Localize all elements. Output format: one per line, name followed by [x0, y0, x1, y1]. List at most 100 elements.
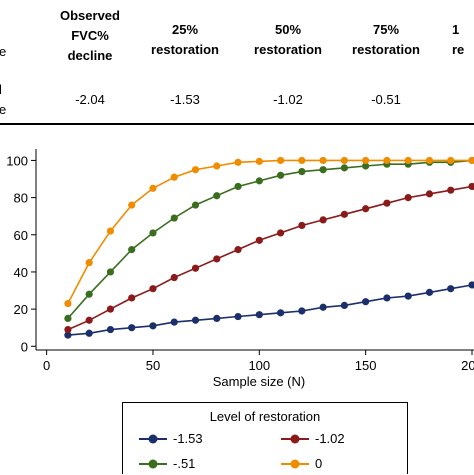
data-point-0	[128, 201, 136, 209]
data-point--1.02	[191, 264, 200, 272]
table-bottom-rule	[0, 123, 474, 125]
data-point-0	[362, 156, 370, 165]
series-line-0	[67, 159, 472, 304]
data-point--1.53	[362, 298, 370, 306]
data-point--1.53	[191, 316, 200, 324]
data-point--1.02	[85, 316, 93, 324]
data-point--1.02	[340, 210, 348, 218]
data-point--.51	[362, 162, 370, 170]
data-point--1.53	[213, 314, 221, 323]
data-point-0	[255, 157, 263, 165]
data-point--1.02	[255, 236, 263, 244]
data-point-0	[383, 156, 391, 165]
data-point--1.53	[106, 325, 115, 334]
data-point-0	[170, 173, 178, 181]
legend-label-1.02: -1.02	[315, 431, 345, 446]
data-point--.51	[191, 201, 200, 209]
data-point--1.02	[447, 186, 455, 194]
data-point--1.53	[298, 307, 306, 315]
data-point--1.53	[383, 294, 391, 302]
data-point--1.02	[106, 305, 115, 313]
x-tick-label: 0	[43, 358, 50, 373]
data-point--.51	[234, 182, 242, 191]
data-point--.51	[298, 167, 306, 176]
data-point-0	[468, 156, 474, 165]
x-tick-label: 200	[461, 358, 474, 373]
data-point--1.53	[276, 309, 285, 317]
data-point-0	[425, 156, 434, 165]
legend-symbols	[139, 434, 309, 469]
x-tick-label: 50	[146, 358, 160, 373]
data-point-0	[298, 156, 306, 165]
y-tick-label: 0	[21, 339, 28, 354]
row-label-fragment: e	[0, 102, 7, 117]
data-point--1.02	[276, 229, 285, 237]
data-point--1.02	[404, 194, 412, 202]
series-line--1.02	[67, 185, 473, 331]
data-point-0	[106, 227, 115, 235]
legend-title: Level of restoration	[209, 409, 321, 424]
cell-25: -1.53	[170, 92, 200, 107]
data-point--1.53	[170, 318, 178, 326]
y-tick-label: 100	[6, 153, 28, 168]
legend-symbol-1.02	[281, 434, 309, 444]
row-label-fragment: l	[0, 82, 2, 97]
summary-table: e l e Observed FVC% decline 25% restorat…	[0, 0, 474, 124]
data-point--1.02	[298, 221, 306, 230]
data-point--1.53	[128, 324, 136, 332]
y-tick-label: 20	[14, 302, 28, 317]
data-point-0	[404, 156, 412, 165]
data-point--1.53	[340, 301, 348, 309]
data-point--.51	[255, 177, 263, 185]
data-point--1.53	[85, 329, 93, 337]
data-point--.51	[149, 229, 157, 237]
data-point--1.02	[319, 216, 327, 224]
x-tick-label: 150	[355, 358, 377, 373]
column-header-25: 25% restoration	[151, 22, 219, 57]
data-point--.51	[213, 192, 221, 200]
y-tick-label: 60	[14, 228, 28, 243]
x-axis-label: Sample size (N)	[213, 374, 305, 389]
legend-symbol-.51	[139, 459, 167, 469]
data-point--1.02	[170, 273, 178, 282]
data-point-0	[64, 299, 72, 308]
legend: Level of restoration -1.53 -1.02 -.51 0	[122, 402, 408, 474]
data-point--1.02	[64, 325, 72, 334]
data-point--1.02	[383, 199, 391, 207]
data-point--1.02	[149, 285, 157, 293]
data-point--1.53	[319, 303, 327, 311]
data-point--1.02	[362, 205, 370, 213]
cell-75: -0.51	[371, 92, 401, 107]
cell-observed: -2.04	[75, 92, 105, 107]
data-point--1.53	[447, 285, 455, 293]
legend-symbol-1.53	[139, 434, 167, 444]
data-point--.51	[276, 171, 285, 179]
cell-50: -1.02	[273, 92, 303, 107]
data-point--1.53	[468, 281, 474, 289]
column-header-100: 1 re	[452, 22, 465, 57]
column-header-75: 75% restoration	[352, 22, 420, 57]
data-point--.51	[106, 268, 115, 276]
data-point--.51	[128, 246, 136, 254]
data-point-0	[191, 166, 200, 174]
data-point--1.02	[128, 294, 136, 302]
data-point-0	[234, 158, 242, 166]
data-point--1.02	[234, 246, 242, 254]
data-point--.51	[319, 166, 327, 174]
data-point--1.53	[149, 322, 157, 330]
data-point--.51	[170, 214, 178, 222]
data-point--.51	[340, 164, 348, 172]
y-tick-label: 80	[14, 191, 28, 206]
data-point--1.53	[64, 331, 72, 339]
y-tick-label: 40	[14, 265, 28, 280]
data-point-0	[340, 156, 348, 165]
row-label-fragment: e	[0, 44, 7, 59]
data-point--1.02	[213, 255, 221, 263]
data-point-0	[319, 156, 327, 165]
data-point--.51	[64, 314, 72, 323]
data-point--1.53	[255, 311, 263, 319]
data-point--.51	[85, 290, 93, 298]
legend-label-1.53: -1.53	[173, 431, 203, 446]
data-point--1.02	[425, 190, 434, 198]
